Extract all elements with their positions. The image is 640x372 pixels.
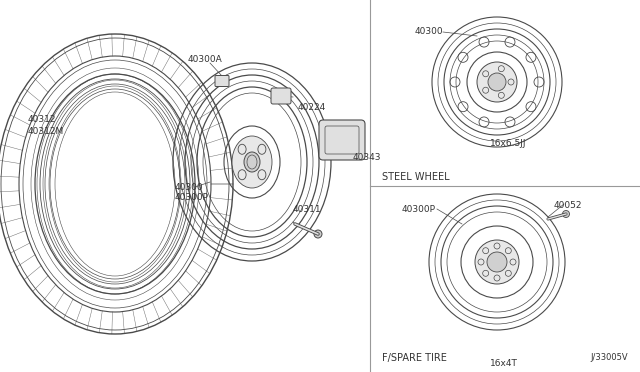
Circle shape: [487, 252, 507, 272]
Text: J/33005V: J/33005V: [590, 353, 628, 362]
FancyBboxPatch shape: [319, 120, 365, 160]
FancyBboxPatch shape: [215, 76, 229, 87]
Circle shape: [477, 62, 517, 102]
Text: 40312: 40312: [28, 115, 56, 125]
FancyBboxPatch shape: [271, 88, 291, 104]
Text: 40300: 40300: [415, 28, 444, 36]
Circle shape: [314, 230, 322, 238]
Text: 40300P: 40300P: [402, 205, 436, 214]
Text: 16x6.5JJ: 16x6.5JJ: [490, 140, 527, 148]
Text: 40312M: 40312M: [28, 126, 64, 135]
Text: 40311: 40311: [293, 205, 322, 215]
Circle shape: [475, 240, 519, 284]
Circle shape: [563, 211, 570, 218]
Text: F/SPARE TIRE: F/SPARE TIRE: [382, 353, 447, 363]
Ellipse shape: [232, 136, 272, 188]
Text: 16x4T: 16x4T: [490, 359, 518, 369]
Circle shape: [277, 92, 285, 100]
Text: 40343: 40343: [353, 153, 381, 161]
Circle shape: [488, 73, 506, 91]
Text: 40300P: 40300P: [175, 192, 209, 202]
Text: 40300A: 40300A: [188, 55, 222, 64]
Text: STEEL WHEEL: STEEL WHEEL: [382, 172, 450, 182]
Ellipse shape: [244, 152, 260, 172]
Text: 40052: 40052: [554, 202, 582, 211]
Text: 40224: 40224: [298, 103, 326, 112]
Text: 40300: 40300: [175, 183, 204, 192]
